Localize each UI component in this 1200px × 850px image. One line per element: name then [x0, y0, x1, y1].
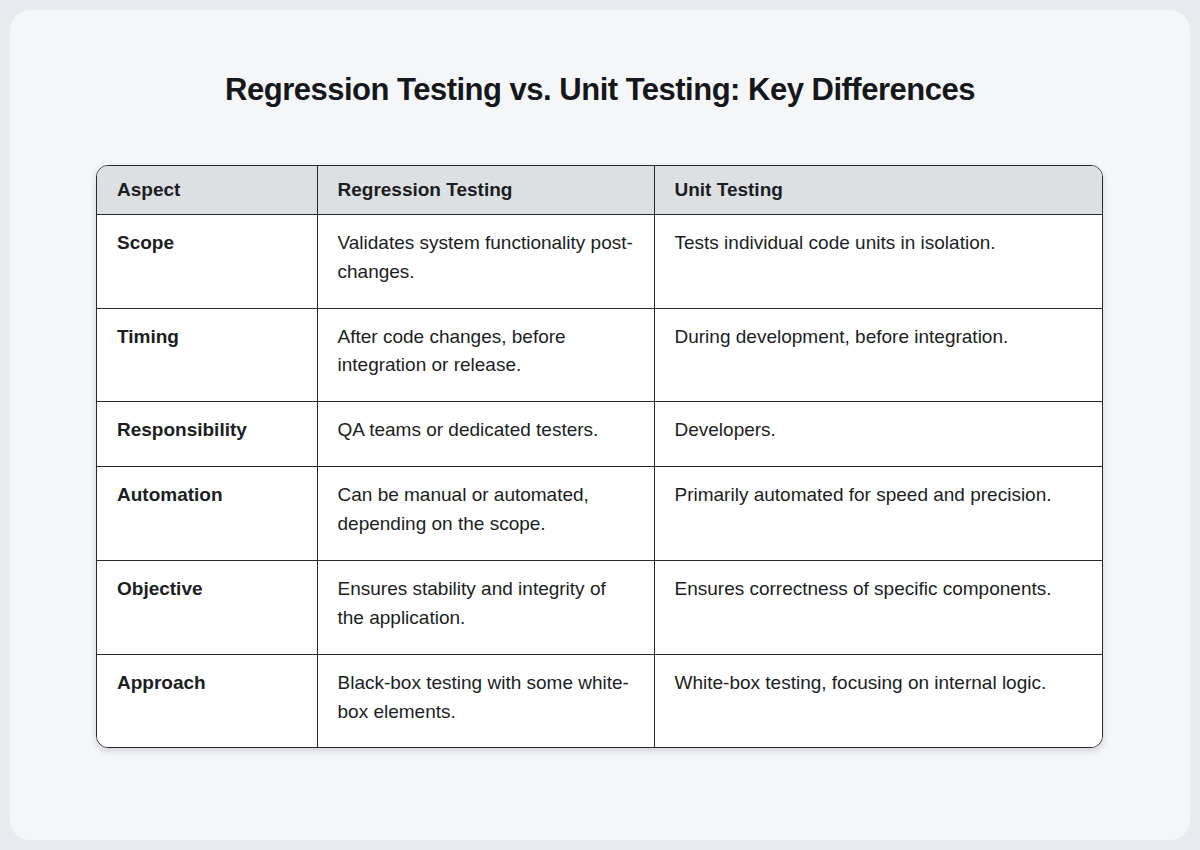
table-row-responsibility: Responsibility QA teams or dedicated tes… [97, 402, 1103, 467]
aspect-cell: Scope [97, 214, 317, 308]
aspect-cell: Timing [97, 308, 317, 402]
column-header-aspect: Aspect [97, 166, 317, 214]
aspect-cell: Responsibility [97, 402, 317, 467]
unit-cell: Developers. [654, 402, 1103, 467]
unit-cell: Tests individual code units in isolation… [654, 214, 1103, 308]
column-header-regression-testing: Regression Testing [317, 166, 654, 214]
regression-cell: Validates system functionality post-chan… [317, 214, 654, 308]
regression-cell: QA teams or dedicated testers. [317, 402, 654, 467]
regression-cell: After code changes, before integration o… [317, 308, 654, 402]
aspect-cell: Objective [97, 560, 317, 654]
regression-cell: Ensures stability and integrity of the a… [317, 560, 654, 654]
page-title: Regression Testing vs. Unit Testing: Key… [10, 72, 1190, 108]
unit-cell: During development, before integration. [654, 308, 1103, 402]
comparison-table-grid: Aspect Regression Testing Unit Testing S… [97, 166, 1103, 747]
aspect-cell: Approach [97, 654, 317, 747]
table-row-scope: Scope Validates system functionality pos… [97, 214, 1103, 308]
page-canvas: Regression Testing vs. Unit Testing: Key… [0, 0, 1200, 850]
unit-cell: Ensures correctness of specific componen… [654, 560, 1103, 654]
regression-cell: Black-box testing with some white-box el… [317, 654, 654, 747]
table-row-automation: Automation Can be manual or automated, d… [97, 467, 1103, 561]
column-header-unit-testing: Unit Testing [654, 166, 1103, 214]
table-row-timing: Timing After code changes, before integr… [97, 308, 1103, 402]
regression-cell: Can be manual or automated, depending on… [317, 467, 654, 561]
comparison-table: Aspect Regression Testing Unit Testing S… [96, 165, 1103, 748]
table-row-approach: Approach Black-box testing with some whi… [97, 654, 1103, 747]
table-header-row: Aspect Regression Testing Unit Testing [97, 166, 1103, 214]
unit-cell: Primarily automated for speed and precis… [654, 467, 1103, 561]
aspect-cell: Automation [97, 467, 317, 561]
table-row-objective: Objective Ensures stability and integrit… [97, 560, 1103, 654]
content-card: Regression Testing vs. Unit Testing: Key… [10, 10, 1190, 840]
unit-cell: White-box testing, focusing on internal … [654, 654, 1103, 747]
